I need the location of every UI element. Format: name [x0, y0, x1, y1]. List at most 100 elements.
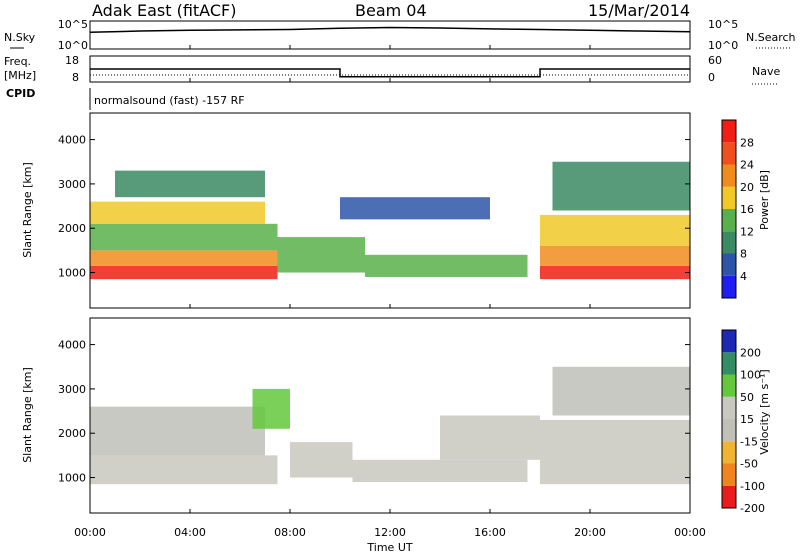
- colorbar-tick-label: 28: [740, 136, 754, 149]
- velocity-heatmap: [90, 366, 690, 485]
- heat-band-11: [552, 161, 690, 211]
- heat-band-6: [365, 254, 528, 277]
- colorbar-tick-label: -200: [740, 502, 765, 515]
- x-tick-label: 04:00: [174, 526, 206, 539]
- heat-band-9: [540, 245, 690, 266]
- x-tick-label: 00:00: [674, 526, 706, 539]
- power-y-axis: 1000 2000 3000 4000: [58, 134, 690, 280]
- x-tick-label: 00:00: [74, 526, 106, 539]
- noise-left-label: N.Sky: [4, 31, 36, 44]
- colorbar-segment: [722, 352, 736, 375]
- colorbar-tick-label: 8: [740, 248, 747, 261]
- colorbar-segment: [722, 463, 736, 486]
- velocity-colorbar: 200 100 50 15 -15 -50 -100 -200: [721, 329, 765, 515]
- heat-band-7: [340, 197, 490, 220]
- colorbar-frame: [721, 329, 737, 509]
- velocity-colorbar-label: Velocity [m s⁻¹]: [758, 369, 771, 454]
- noise-right-label: N.Search: [746, 31, 796, 44]
- velocity-y-axis: 1000 2000 3000 4000: [58, 339, 690, 485]
- noise-right-tick-bottom: 10^0: [708, 39, 738, 52]
- colorbar-tick-label: 24: [740, 159, 754, 172]
- heat-band-5: [277, 237, 365, 273]
- x-tick-label: 12:00: [374, 526, 406, 539]
- freq-right-tick-top: 60: [708, 54, 722, 67]
- date-title: 15/Mar/2014: [588, 1, 690, 20]
- y-tick-label: 4000: [58, 134, 86, 147]
- heat-band-8: [540, 265, 690, 280]
- freq-series: [90, 68, 690, 78]
- colorbar-tick-label: 20: [740, 181, 754, 194]
- colorbar-tick-label: -15: [740, 435, 758, 448]
- colorbar-tick-label: 50: [740, 391, 754, 404]
- colorbar-segment: [722, 485, 736, 508]
- colorbar-tick-label: 16: [740, 203, 754, 216]
- velocity-y-axis-label: Slant Range [km]: [21, 367, 34, 463]
- colorbar-segment: [722, 120, 736, 143]
- power-colorbar: 28 24 20 16 12 8 4: [721, 119, 754, 299]
- y-tick-label: 4000: [58, 339, 86, 352]
- heat-band-0: [90, 265, 278, 280]
- colorbar-tick-label: 4: [740, 270, 747, 283]
- freq-left-tick-bottom: 8: [72, 71, 79, 84]
- heat-band-6: [552, 366, 690, 416]
- x-axis: 00:00 04:00 08:00 12:00 16:00 20:00 00:00: [74, 45, 706, 539]
- heat-band-4: [115, 170, 265, 198]
- noise-left-tick-top: 10^5: [58, 18, 88, 31]
- colorbar-segment: [722, 330, 736, 353]
- colorbar-segment: [722, 209, 736, 232]
- y-tick-label: 1000: [58, 472, 86, 485]
- colorbar-segment: [722, 231, 736, 254]
- colorbar-segment: [722, 186, 736, 209]
- freq-label-top: Freq.: [4, 55, 31, 68]
- noise-right-tick-top: 10^5: [708, 18, 738, 31]
- colorbar-tick-label: -50: [740, 458, 758, 471]
- nave-label: Nave: [752, 65, 780, 78]
- colorbar-tick-label: 100: [740, 369, 761, 382]
- freq-left-tick-top: 18: [65, 54, 79, 67]
- x-tick-label: 20:00: [574, 526, 606, 539]
- heat-band-2: [90, 223, 278, 251]
- y-tick-label: 2000: [58, 427, 86, 440]
- heat-band-1: [90, 406, 265, 456]
- heat-band-3: [352, 459, 528, 482]
- power-heatmap: [90, 161, 690, 280]
- colorbar-segment: [722, 142, 736, 165]
- heat-band-4: [440, 415, 540, 460]
- freq-line: [90, 68, 690, 78]
- heat-band-0: [90, 455, 278, 485]
- colorbar-tick-label: -100: [740, 480, 765, 493]
- x-tick-label: 16:00: [474, 526, 506, 539]
- colorbar-tick-label: 15: [740, 413, 754, 426]
- y-tick-label: 3000: [58, 178, 86, 191]
- heat-band-10: [540, 214, 690, 246]
- colorbar-tick-label: 200: [740, 346, 761, 359]
- power-y-axis-label: Slant Range [km]: [21, 162, 34, 258]
- noise-line-N.Sky: [89, 26, 691, 33]
- colorbar-segment: [722, 441, 736, 464]
- noise-panel-frame: [89, 20, 691, 50]
- heat-band-2: [290, 442, 353, 478]
- x-axis-label: Time UT: [366, 541, 412, 554]
- heat-band-3: [90, 201, 265, 224]
- noise-left-tick-bottom: 10^0: [58, 39, 88, 52]
- colorbar-segment: [722, 419, 736, 442]
- colorbar-segment: [722, 253, 736, 276]
- colorbar-segment: [722, 396, 736, 419]
- x-tick-label: 08:00: [274, 526, 306, 539]
- colorbar-frame: [721, 119, 737, 299]
- heat-band-7: [252, 388, 290, 429]
- cpid-text: normalsound (fast) -157 RF: [94, 94, 245, 107]
- power-colorbar-label: Power [dB]: [758, 170, 771, 230]
- colorbar-segment: [722, 275, 736, 298]
- beam-title: Beam 04: [355, 1, 427, 20]
- colorbar-tick-label: 12: [740, 225, 754, 238]
- noise-series: [89, 26, 691, 33]
- y-tick-label: 1000: [58, 267, 86, 280]
- colorbar-segment: [722, 374, 736, 397]
- heat-band-5: [540, 419, 690, 485]
- station-title: Adak East (fitACF): [92, 1, 236, 20]
- y-tick-label: 3000: [58, 383, 86, 396]
- heat-band-1: [90, 250, 278, 266]
- colorbar-segment: [722, 164, 736, 187]
